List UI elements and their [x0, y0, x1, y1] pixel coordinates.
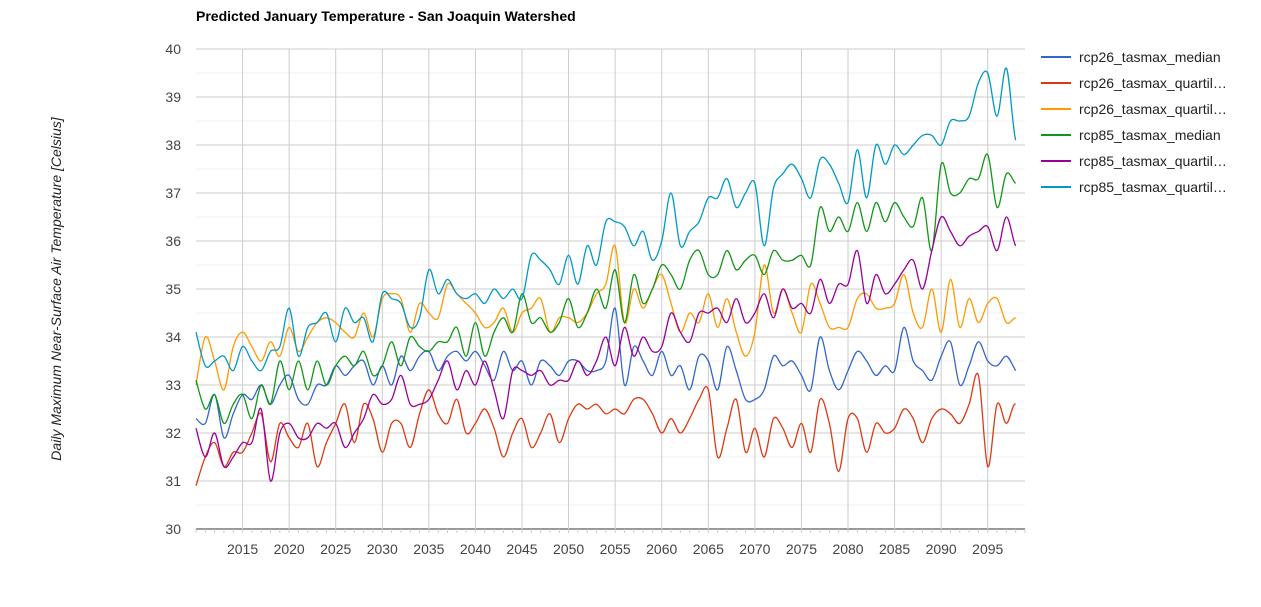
- y-tick-label: 37: [165, 185, 181, 201]
- x-tick-label: 2015: [227, 541, 258, 557]
- legend-item-rcp85_tasmax_quartile_low[interactable]: rcp85_tasmax_quartil…: [1041, 153, 1227, 169]
- series-line-rcp26_tasmax_quartile_low[interactable]: [195, 372, 1017, 486]
- legend-item-rcp26_tasmax_quartile_high[interactable]: rcp26_tasmax_quartil…: [1041, 101, 1227, 117]
- legend-item-rcp26_tasmax_quartile_low[interactable]: rcp26_tasmax_quartil…: [1041, 75, 1227, 91]
- legend-label: rcp26_tasmax_quartil…: [1079, 101, 1227, 117]
- legend-label: rcp26_tasmax_median: [1079, 49, 1221, 65]
- y-tick-label: 40: [165, 41, 181, 57]
- series-line-rcp85_tasmax_quartile_high[interactable]: [195, 67, 1017, 372]
- series-line-rcp26_tasmax_quartile_high[interactable]: [195, 244, 1016, 391]
- x-tick-label: 2035: [413, 541, 444, 557]
- y-tick-label: 31: [165, 473, 181, 489]
- x-tick-label: 2070: [739, 541, 770, 557]
- series-line-rcp85_tasmax_median[interactable]: [195, 153, 1017, 425]
- y-tick-label: 30: [165, 521, 181, 537]
- series-line-rcp85_tasmax_quartile_low[interactable]: [195, 215, 1017, 482]
- x-tick-label: 2095: [972, 541, 1003, 557]
- x-tick-label: 2090: [926, 541, 957, 557]
- series-lines: [195, 67, 1017, 486]
- x-tick-label: 2080: [832, 541, 863, 557]
- y-axis-label: Daily Maximum Near-Surface Air Temperatu…: [48, 116, 64, 460]
- legend-label: rcp85_tasmax_quartil…: [1079, 179, 1227, 195]
- legend-label: rcp85_tasmax_median: [1079, 127, 1221, 143]
- y-tick-label: 32: [165, 425, 181, 441]
- series-line-rcp26_tasmax_median[interactable]: [195, 307, 1017, 439]
- legend-label: rcp26_tasmax_quartil…: [1079, 75, 1227, 91]
- axes: 30 31 32 33 34 35 36 37 38 39 40 2015 2020 2025 2030 20…: [165, 41, 1026, 557]
- gridlines: [196, 48, 1025, 530]
- x-tick-label: 2045: [506, 541, 537, 557]
- y-tick-label: 33: [165, 377, 181, 393]
- x-tick-label: 2025: [320, 541, 351, 557]
- x-tick-label: 2075: [786, 541, 817, 557]
- y-tick-label: 34: [165, 329, 181, 345]
- x-tick-label: 2020: [274, 541, 305, 557]
- x-tick-label: 2030: [367, 541, 398, 557]
- x-tick-label: 2050: [553, 541, 584, 557]
- legend-item-rcp85_tasmax_median[interactable]: rcp85_tasmax_median: [1041, 127, 1221, 143]
- y-tick-label: 35: [165, 281, 181, 297]
- legend-label: rcp85_tasmax_quartil…: [1079, 153, 1227, 169]
- legend-item-rcp26_tasmax_median[interactable]: rcp26_tasmax_median: [1041, 49, 1221, 65]
- chart-title: Predicted January Temperature - San Joaq…: [196, 8, 576, 24]
- x-tick-label: 2040: [460, 541, 491, 557]
- legend[interactable]: rcp26_tasmax_median rcp26_tasmax_quartil……: [1041, 49, 1227, 195]
- x-tick-label: 2060: [646, 541, 677, 557]
- y-tick-label: 38: [165, 137, 181, 153]
- legend-item-rcp85_tasmax_quartile_high[interactable]: rcp85_tasmax_quartil…: [1041, 179, 1227, 195]
- x-tick-label: 2055: [600, 541, 631, 557]
- x-tick-label: 2065: [693, 541, 724, 557]
- x-tick-label: 2085: [879, 541, 910, 557]
- y-tick-label: 36: [165, 233, 181, 249]
- y-tick-label: 39: [165, 89, 181, 105]
